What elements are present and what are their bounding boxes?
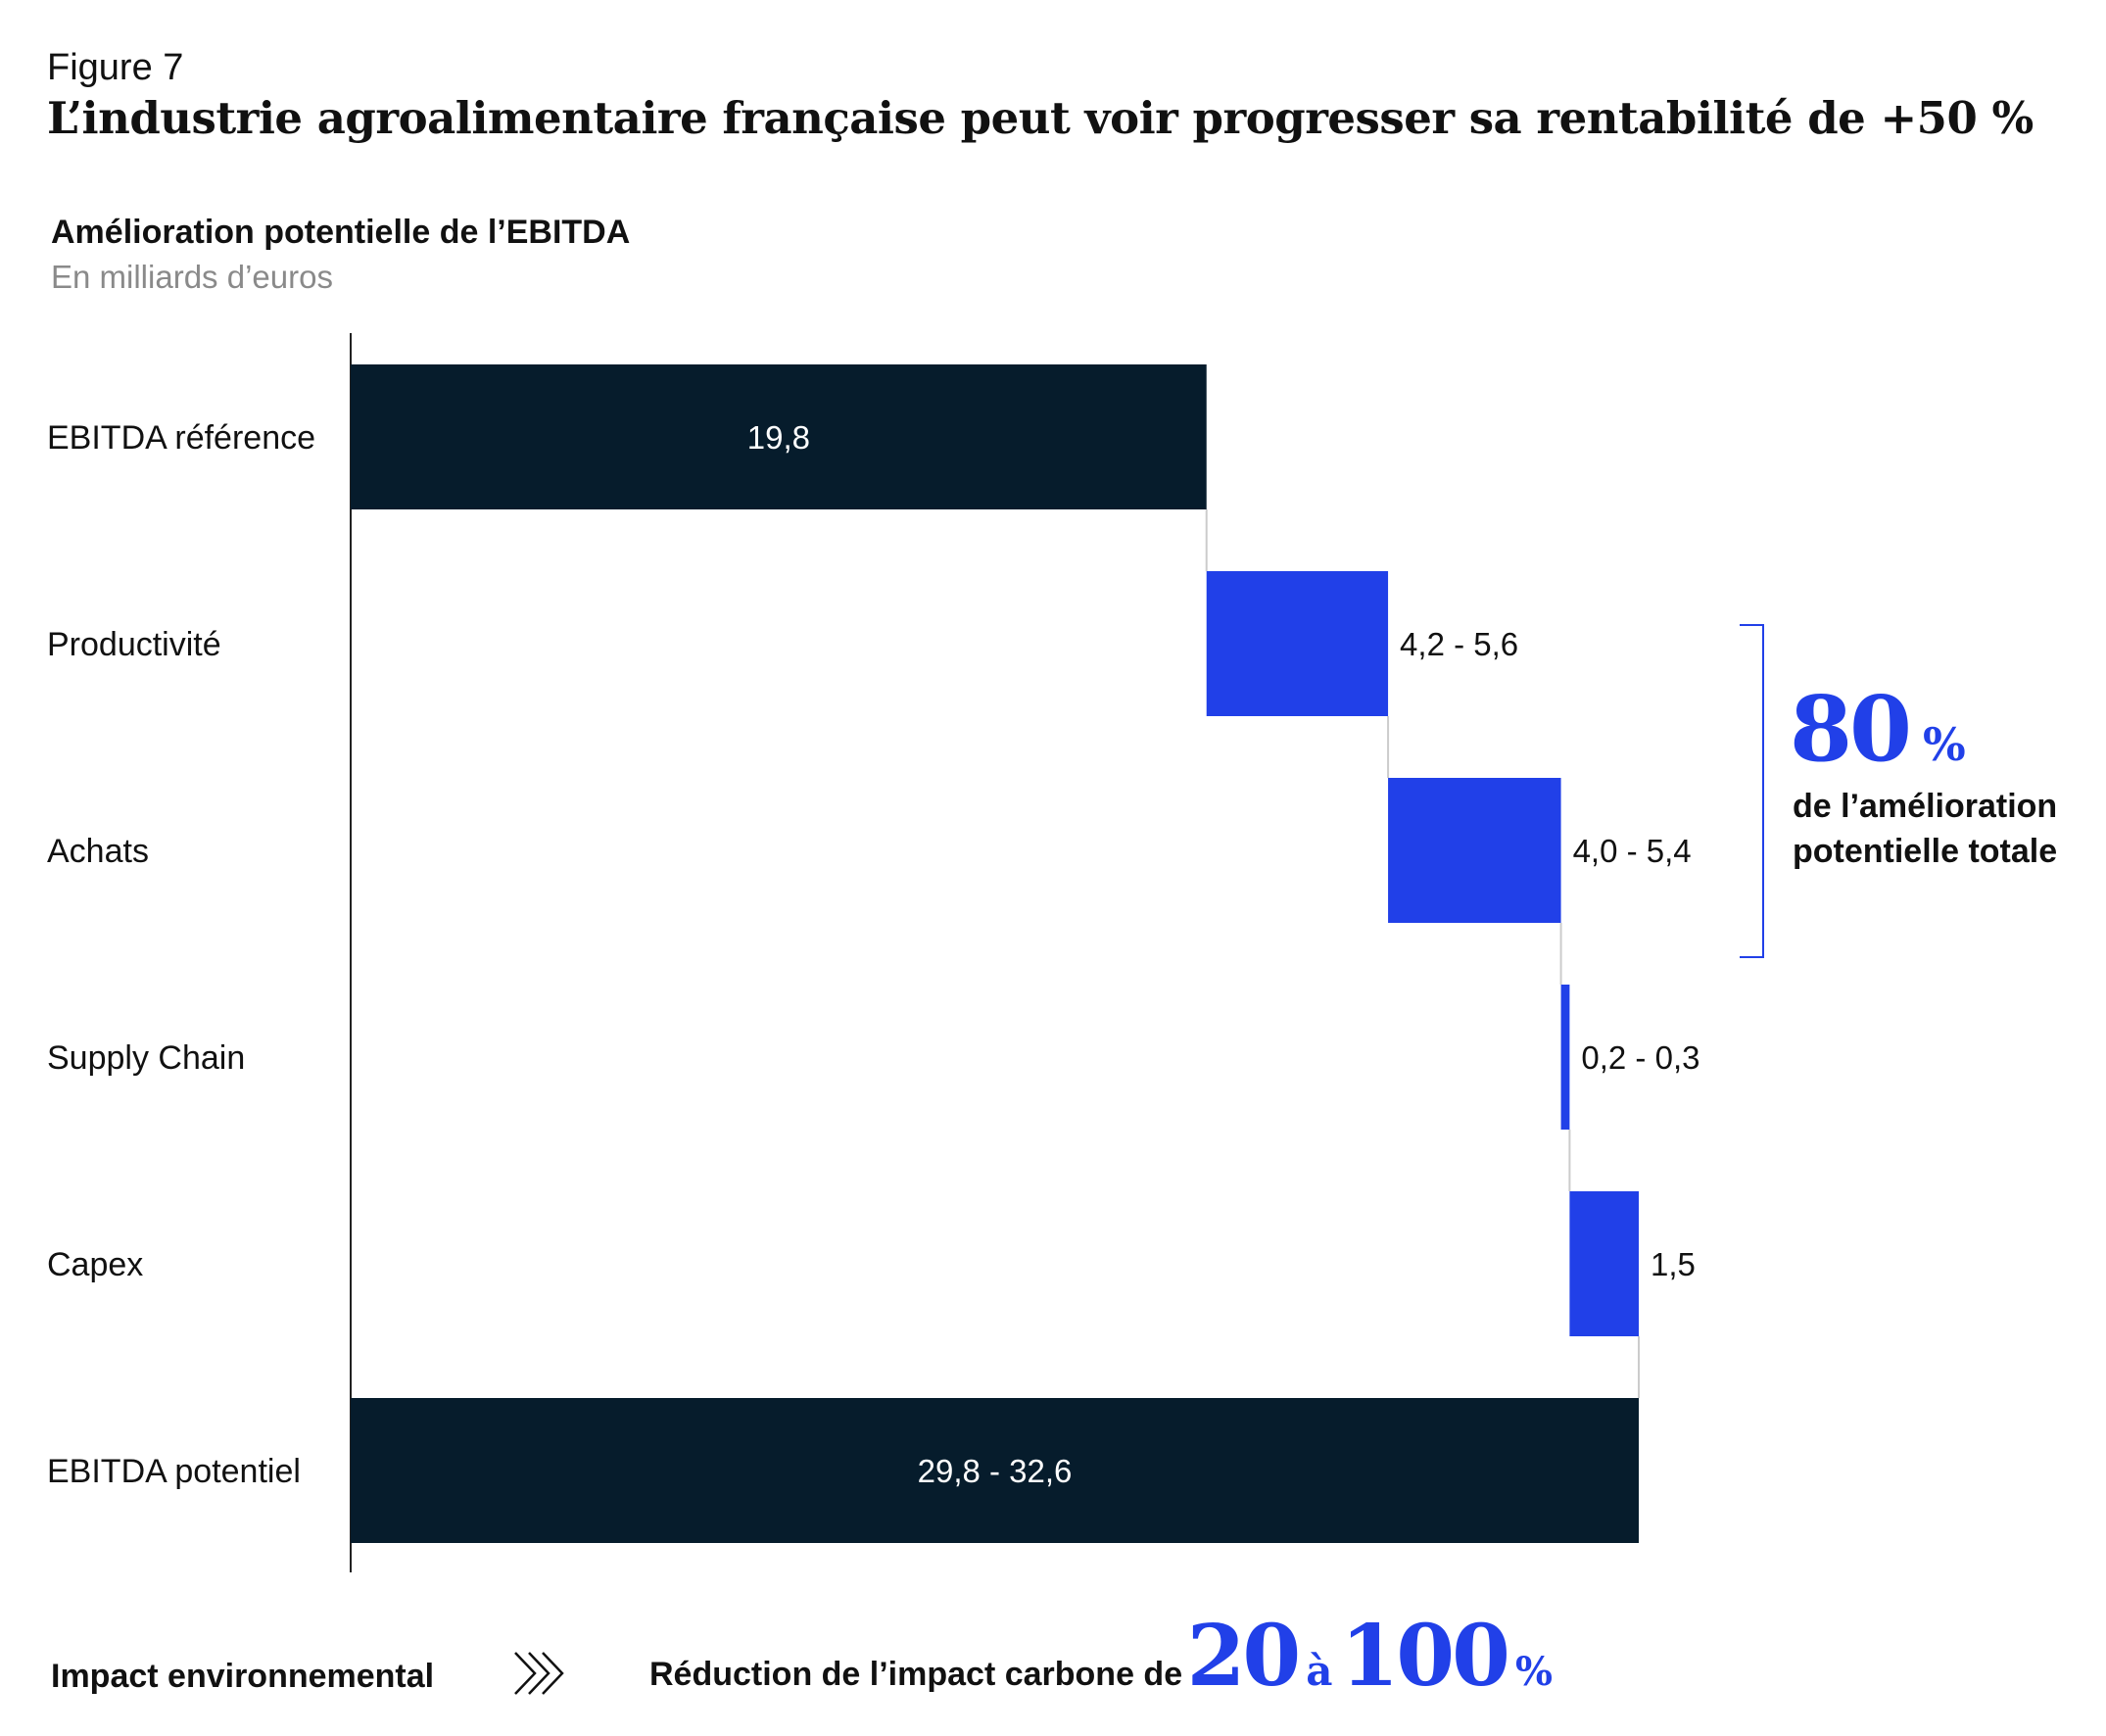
figure-title: L’industrie agroalimentaire française pe… <box>47 92 2034 144</box>
data-label: 4,2 - 5,6 <box>1400 626 1518 662</box>
figure-label: Figure 7 <box>47 47 184 88</box>
annotation-caption-line2: potentielle totale <box>1793 833 2058 870</box>
annotation-caption: de l’amélioration potentielle totale <box>1793 784 2096 874</box>
data-label: 0,2 - 0,3 <box>1581 1039 1699 1076</box>
footer-unit: % <box>1515 1649 1554 1695</box>
bar-5 <box>351 1398 1639 1543</box>
bar-3 <box>1560 985 1570 1130</box>
annotation-caption-line1: de l’amélioration <box>1793 788 2058 825</box>
bar-4 <box>1569 1191 1639 1336</box>
footer-text: Réduction de l’impact carbone de <box>649 1656 1183 1693</box>
footer-from-value: 20 <box>1186 1607 1302 1706</box>
chart-title: Amélioration potentielle de l’EBITDA <box>51 214 631 251</box>
category-label: EBITDA potentiel <box>47 1453 301 1490</box>
bar-2 <box>1388 778 1561 923</box>
annotation-percentage: 80% <box>1790 676 1966 782</box>
category-label: Supply Chain <box>47 1039 245 1077</box>
data-label: 1,5 <box>1651 1246 1696 1282</box>
category-label: EBITDA référence <box>47 419 315 457</box>
data-label: 4,0 - 5,4 <box>1573 833 1692 869</box>
triple-chevron-right-icon <box>514 1652 564 1695</box>
bar-0 <box>351 364 1207 509</box>
footer-to-value: 100 <box>1340 1607 1510 1706</box>
category-label: Capex <box>47 1246 143 1283</box>
footer-connector: à <box>1306 1647 1333 1695</box>
annotation-bracket <box>1740 624 1764 958</box>
data-label: 29,8 - 32,6 <box>918 1453 1073 1489</box>
footer-label: Impact environnemental <box>51 1658 435 1695</box>
chart-subtitle: En milliards d’euros <box>51 259 333 295</box>
footer-statement: Réduction de l’impact carbone de 20 à100% <box>649 1607 1553 1706</box>
category-label: Achats <box>47 833 149 870</box>
data-label: 19,8 <box>747 419 810 456</box>
bar-1 <box>1206 571 1389 716</box>
waterfall-chart: EBITDA référence 19,8 Productivité 4,2 - 5,… <box>47 333 1764 1572</box>
category-label: Productivité <box>47 626 221 663</box>
annotation-unit: % <box>1923 718 1966 771</box>
annotation-value: 80 <box>1790 676 1912 782</box>
